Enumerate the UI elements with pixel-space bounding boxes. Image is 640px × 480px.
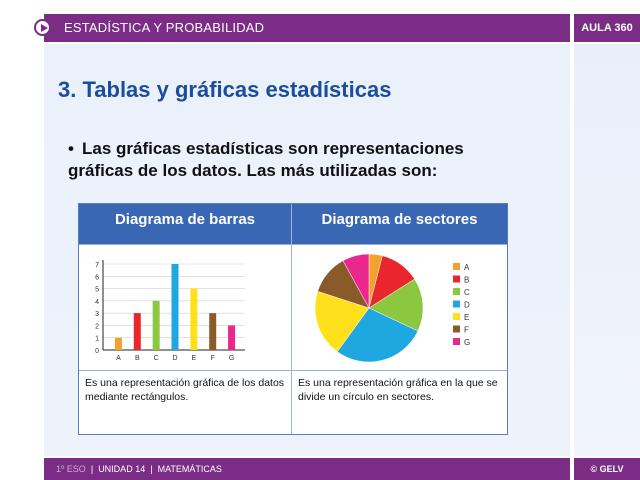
bar-C [152,300,160,350]
x-tick-label: E [192,355,197,362]
slice-E [314,290,370,353]
bar-chart-description: Es una representación gráfica de los dat… [85,377,285,403]
aula-360-badge: AULA 360 [574,14,640,42]
play-icon[interactable] [34,19,51,36]
legend-swatch-B [453,275,460,283]
header-band [44,14,570,42]
bullet-line-1: Las gráficas estadísticas son representa… [82,139,464,158]
y-tick-label: 6 [95,274,99,281]
legend-label: G [464,338,470,347]
footer-subject: MATEMÁTICAS [157,464,222,474]
column-divider [291,204,292,434]
legend-label: E [464,313,469,322]
slice-D [336,307,419,363]
x-tick-label: B [135,355,140,362]
row-divider-1 [79,244,507,245]
legend-label: C [464,288,470,297]
x-tick-label: F [211,355,215,362]
legend-label: B [464,276,469,285]
slice-C [368,278,424,332]
legend-swatch-D [453,300,460,308]
legend-swatch-C [453,288,460,295]
legend-swatch-G [453,338,460,345]
slice-G [342,253,370,309]
top-bar: ESTADÍSTICA Y PROBABILIDAD AULA 360 [0,0,640,44]
pie-chart-description: Es una representación gráfica en la que … [298,377,498,403]
y-tick-label: 1 [95,336,99,343]
bar-F [209,313,217,350]
bullet-line-2: gráficas de los datos. Las más utilizada… [68,161,438,180]
slide-heading: 3. Tablas y gráficas estadísticas [58,77,392,102]
y-tick-label: 0 [95,348,99,355]
row-divider-2 [79,370,507,371]
bar-G [228,325,236,350]
section-title: ESTADÍSTICA Y PROBABILIDAD [64,20,265,35]
y-tick-label: 5 [95,287,99,294]
footer-text: 1º ESO | UNIDAD 14 | MATEMÁTICAS [56,458,222,480]
y-tick-label: 7 [95,262,99,269]
x-tick-label: D [172,355,177,362]
bar-A [114,337,122,350]
bullet-icon: • [68,139,74,158]
bar-D [171,264,179,350]
x-tick-label: A [116,355,121,362]
chart-types-table: Diagrama de barras Diagrama de sectores … [78,203,508,435]
legend-label: F [464,326,469,335]
x-tick-label: C [154,355,159,362]
footer-bar: 1º ESO | UNIDAD 14 | MATEMÁTICAS [44,458,570,480]
header-bar-chart: Diagrama de barras [79,204,291,244]
x-tick-label: G [229,355,234,362]
legend-label: D [464,301,470,310]
bar-E [190,288,198,350]
legend-swatch-F [453,325,460,333]
footer-grade: 1º ESO [56,464,86,474]
bar-chart-figure: 0 1 2 3 4 5 6 7 A B C D E F G [89,254,249,362]
footer-sep-2: | [150,464,153,474]
bar-chart: 0 1 2 3 4 5 6 7 A B C D E F G [95,260,245,362]
y-tick-label: 2 [95,323,99,330]
y-tick-label: 4 [95,299,99,306]
footer-copyright: © GELV [574,458,640,480]
y-tick-label: 3 [95,311,99,318]
header-pie-chart: Diagrama de sectores [292,204,507,244]
footer-sep-1: | [90,464,94,474]
side-panel [574,44,640,456]
bullet-text: • Las gráficas estadísticas son represent… [68,138,538,182]
legend-swatch-E [453,313,460,320]
bar-B [133,313,141,350]
legend-swatch-A [453,263,460,270]
legend-label: A [464,263,470,272]
footer-unit: UNIDAD 14 [98,464,146,474]
